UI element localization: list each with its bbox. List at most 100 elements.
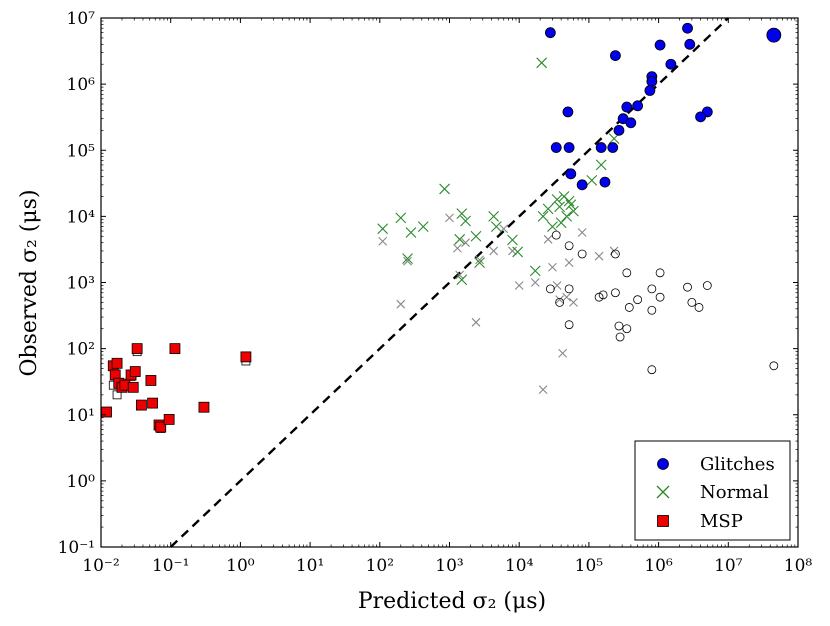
x-tick-label: 10¹	[296, 556, 324, 576]
y-tick-label: 10⁵	[67, 141, 96, 161]
point-normal-6	[402, 253, 413, 264]
point-normal-predicted-0	[378, 236, 388, 246]
point-glitches-17	[550, 142, 562, 153]
x-tick-label: 10⁻¹	[152, 556, 189, 576]
point-msp-10	[131, 343, 143, 355]
x-tick-label: 10²	[366, 556, 394, 576]
point-normal-29	[568, 205, 579, 217]
point-glitches-7	[646, 75, 658, 87]
point-normal-21	[537, 210, 549, 222]
point-normal-predicted-2	[403, 256, 412, 266]
point-normal-predicted-19	[558, 348, 568, 358]
point-glitches-1	[610, 50, 621, 62]
y-tick-label: 10²	[67, 340, 95, 360]
point-glitches-22	[576, 179, 588, 191]
point-glitches-predicted-13	[624, 303, 634, 312]
point-glitches-predicted-5	[564, 284, 574, 294]
point-glitches-15	[625, 117, 637, 129]
y-tick-label: 10⁴	[67, 207, 96, 227]
point-normal-11	[460, 215, 471, 227]
point-msp-2	[111, 357, 123, 369]
x-tick-label: 10⁵	[575, 556, 604, 576]
point-normal-predicted-9	[489, 246, 499, 256]
x-tick-label: 10³	[435, 556, 463, 576]
point-normal-predicted-6	[455, 270, 465, 280]
point-normal-31	[565, 199, 577, 211]
point-glitches-predicted-2	[577, 249, 587, 259]
point-normal-15	[474, 257, 485, 268]
point-normal-predicted-5	[461, 238, 470, 248]
point-normal-predicted-7	[471, 317, 481, 327]
point-glitches-predicted-10	[611, 288, 620, 298]
point-glitches-predicted-11	[622, 268, 632, 278]
point-normal-30	[555, 217, 567, 229]
point-glitches-predicted-21	[683, 282, 692, 292]
point-normal-23	[547, 221, 558, 233]
point-glitches-predicted-4	[545, 284, 555, 294]
x-tick-label: 10⁶	[644, 556, 673, 576]
y-tick-label: 10³	[67, 274, 95, 294]
y-axis-label: Observed σ₂ (μs)	[17, 189, 42, 376]
point-glitches-predicted-20	[655, 292, 665, 302]
point-glitches-predicted-9	[598, 290, 608, 300]
point-normal-predicted-22	[569, 298, 578, 307]
point-glitches-3	[682, 22, 693, 34]
point-glitches-predicted-22	[687, 298, 697, 307]
x-tick-label: 10⁷	[714, 556, 743, 576]
point-msp-9	[127, 381, 139, 393]
point-normal-24	[551, 194, 563, 205]
point-normal-20	[529, 265, 541, 277]
point-msp-0	[101, 406, 112, 418]
point-normal-14	[470, 230, 482, 242]
point-glitches-predicted-18	[647, 305, 657, 315]
point-normal-27	[561, 210, 573, 222]
legend-normal-marker	[656, 485, 670, 499]
point-normal-12	[454, 233, 466, 245]
point-normal-25	[554, 201, 565, 213]
point-glitches-predicted-12	[633, 295, 643, 305]
point-glitches-predicted-24	[702, 281, 712, 290]
point-normal-predicted-11	[508, 246, 517, 256]
point-glitches-predicted-1	[564, 241, 574, 251]
point-normal-predicted-14	[538, 385, 548, 394]
point-glitches-predicted-15	[614, 321, 624, 331]
point-normal-predicted-4	[453, 243, 462, 253]
point-normal-4	[377, 223, 389, 235]
legend-glitches-marker	[657, 458, 669, 470]
point-glitches-21	[565, 168, 577, 180]
point-glitches-predicted-3	[611, 249, 620, 259]
point-normal-0	[536, 57, 548, 69]
point-normal-13	[456, 274, 468, 286]
point-normal-predicted-1	[396, 299, 406, 309]
point-glitches-16	[613, 124, 625, 136]
y-tick-label: 10⁰	[67, 472, 96, 492]
point-glitches-predicted-7	[564, 320, 574, 330]
point-normal-3	[595, 159, 607, 171]
point-normal-19	[512, 246, 524, 258]
point-glitches-predicted-23	[694, 303, 704, 312]
point-glitches-11	[695, 111, 706, 123]
point-glitches-9	[562, 106, 574, 118]
point-msp-17	[169, 343, 181, 355]
legend-msp-label: MSP	[700, 511, 743, 532]
point-glitches-predicted-17	[647, 284, 657, 294]
point-glitches-18	[563, 142, 575, 153]
point-glitches-24	[766, 27, 782, 43]
point-msp-15	[155, 421, 167, 433]
point-normal-18	[507, 234, 518, 246]
legend-normal-label: Normal	[700, 482, 769, 503]
point-normal-5	[395, 212, 407, 224]
x-tick-label: 10⁴	[505, 556, 534, 576]
y-tick-label: 10⁷	[67, 9, 96, 29]
point-msp-18	[198, 401, 210, 413]
reference-line-y-equals-x	[169, 17, 730, 548]
point-glitches-12	[632, 100, 644, 112]
point-glitches-predicted-14	[622, 324, 632, 334]
legend-msp-marker	[657, 515, 669, 527]
y-tick-label: 10¹	[67, 406, 95, 426]
point-normal-predicted-24	[594, 251, 604, 261]
point-normal-22	[542, 203, 554, 215]
y-tick-label: 10⁻¹	[58, 538, 95, 558]
point-normal-predicted-20	[562, 292, 572, 302]
